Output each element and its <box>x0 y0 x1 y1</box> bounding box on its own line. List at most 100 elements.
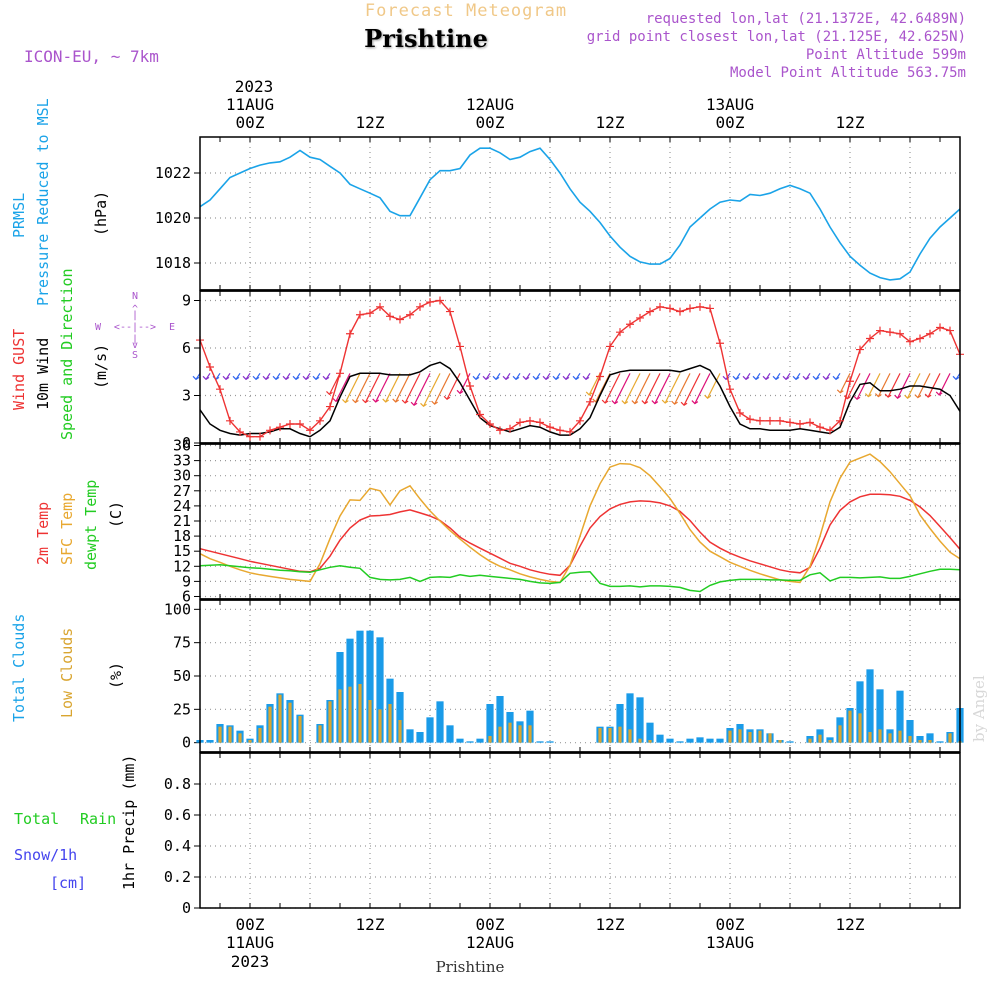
gust-point <box>906 337 914 346</box>
low-cloud-bar <box>238 733 242 743</box>
wind-arrow <box>344 373 361 403</box>
wind-arrow-head <box>242 375 250 381</box>
wind-arrow-head <box>704 394 711 399</box>
gust-point <box>266 426 274 435</box>
total-cloud-bar <box>936 741 944 743</box>
low-cloud-bar <box>638 738 642 743</box>
compass-e: E <box>169 322 175 333</box>
low-cloud-bar <box>248 740 252 743</box>
low-cloud-bar <box>758 730 762 743</box>
wind-arrow <box>634 373 651 404</box>
svg-text:v: v <box>132 340 138 351</box>
plot-layer: 1018102010220369691215182124273033360255… <box>155 95 964 952</box>
pressure-ytick-label: 1018 <box>155 254 191 272</box>
wind-arrow-head <box>732 375 740 381</box>
gust-point <box>866 334 874 343</box>
wind-arrow-head <box>232 375 240 381</box>
gust-point <box>756 416 764 425</box>
wind-arrow <box>335 373 351 402</box>
location-title: Prishtine <box>364 24 488 53</box>
wind-arrow <box>654 373 671 404</box>
total-cloud-bar <box>616 704 624 743</box>
total-cloud-bar <box>646 722 654 743</box>
gust-point <box>886 328 894 337</box>
wind-arrow-head <box>782 375 790 381</box>
wind-arrow-head <box>262 375 270 381</box>
gust-point <box>706 304 714 313</box>
wind-arrow-head <box>651 400 659 405</box>
gust-point <box>446 307 454 316</box>
bottom-time-label: 12Z <box>356 915 385 934</box>
compass-s: S <box>132 350 138 361</box>
gust-point <box>426 298 434 307</box>
wind-arrow <box>707 373 721 399</box>
temperature-ytick-label: 27 <box>173 482 191 500</box>
precipitation-ytick-label: 0.8 <box>164 775 191 793</box>
low-cloud-bar <box>778 740 782 743</box>
wind-arrow-head <box>935 391 943 396</box>
gust-point <box>526 416 534 425</box>
pressure-label-1: PRMSL <box>10 193 28 238</box>
low-cloud-bar <box>488 736 492 743</box>
gust-point <box>726 385 734 394</box>
wind-arrow-head <box>272 375 280 381</box>
wind-arrow-head <box>443 395 451 401</box>
top-time-label: 12Z <box>356 113 385 132</box>
gust-point <box>406 310 414 319</box>
wind-arrow <box>938 373 951 396</box>
low-cloud-bar <box>218 726 222 743</box>
total-cloud-bar <box>626 693 634 743</box>
wind-arrow <box>839 373 851 394</box>
wind-arrow <box>644 373 661 404</box>
total-cloud-bar <box>876 689 884 743</box>
wind-arrow-head <box>522 375 530 381</box>
low-cloud-bar <box>888 733 892 743</box>
meteogram-title: Forecast Meteogram <box>365 1 567 21</box>
low-cloud-bar <box>368 700 372 743</box>
gust-point <box>686 304 694 313</box>
low-cloud-bar <box>738 729 742 743</box>
precipitation-ytick-label: 0 <box>182 899 191 917</box>
wind-arrow-head <box>611 400 619 405</box>
wind-arrow-head <box>864 393 872 398</box>
total-cloud-bar <box>426 717 434 743</box>
total-cloud-bar <box>706 738 714 743</box>
gust-point <box>586 397 594 406</box>
wind-arrow-head <box>836 389 844 394</box>
gust-point <box>846 377 854 386</box>
gust-point <box>746 415 754 424</box>
wind-arrow <box>404 373 421 404</box>
wind-ytick-label: 3 <box>182 387 191 405</box>
precipitation-frame <box>199 752 961 909</box>
total-cloud-bar <box>486 704 494 743</box>
gust-markers <box>196 296 964 441</box>
svg-text:<--|-->: <--|--> <box>114 322 156 333</box>
wind-arrow-head <box>431 400 438 405</box>
gust-point <box>356 310 364 319</box>
gust-point <box>696 302 704 311</box>
wind-arrow-head <box>282 375 290 381</box>
gust-point <box>896 329 904 338</box>
wind-arrow-head <box>292 375 300 381</box>
low-cloud-bar <box>858 713 862 743</box>
temperature-grid <box>194 444 960 599</box>
wind-arrow-head <box>202 375 210 381</box>
total-cloud-bar <box>676 741 684 743</box>
gust-point <box>476 410 484 419</box>
low-cloud-bar <box>498 726 502 743</box>
wind-arrow-head <box>401 399 409 404</box>
wind-dir-label: Speed and Direction <box>58 268 76 440</box>
wind-arrow <box>856 373 871 400</box>
gust-point <box>436 296 444 305</box>
temperature-ytick-label: 18 <box>173 527 191 545</box>
top-date-label: 11AUG <box>226 95 274 114</box>
temperature-ytick-label: 12 <box>173 557 191 575</box>
bottom-date-label: 11AUG <box>226 933 274 952</box>
wind-arrow-head <box>512 375 520 381</box>
gust-point <box>216 385 224 394</box>
low-cloud-bar <box>728 730 732 743</box>
temperature-ytick-label: 15 <box>173 542 191 560</box>
low-cloud-bar <box>618 726 622 743</box>
low-cloud-bar <box>748 732 752 743</box>
top-date-label: 12AUG <box>466 95 514 114</box>
